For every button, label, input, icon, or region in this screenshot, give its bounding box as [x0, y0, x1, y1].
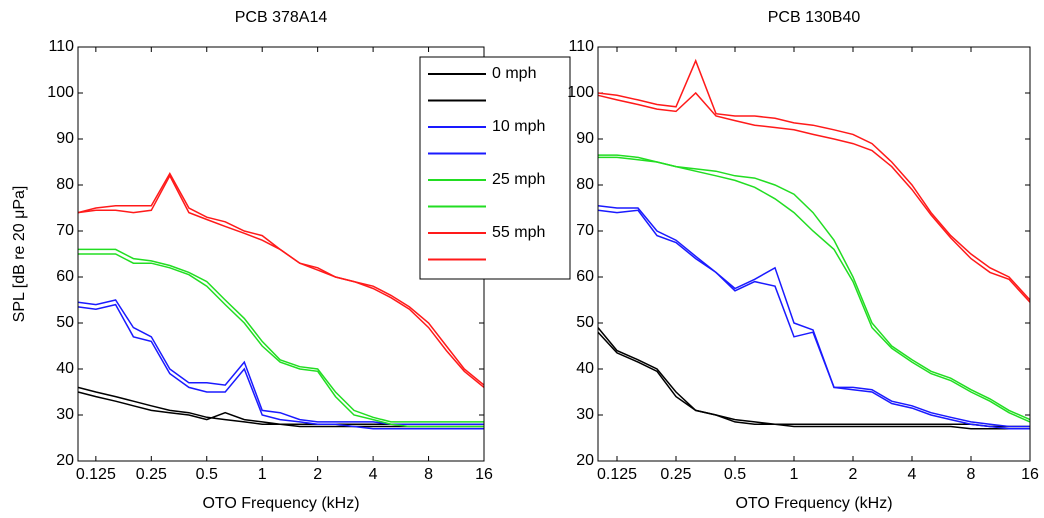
x-tick-label: 1 — [258, 466, 267, 483]
y-tick-label: 20 — [56, 452, 74, 469]
x-tick-label: 0.125 — [76, 466, 116, 483]
y-tick-label: 60 — [576, 268, 594, 285]
legend: 0 mph 10 mph 25 mph 55 mph — [419, 56, 571, 280]
x-tick-label: 0.5 — [196, 466, 218, 483]
x-axis-label: OTO Frequency (kHz) — [202, 495, 359, 512]
data-line — [597, 204, 1030, 428]
data-line — [597, 327, 1030, 428]
y-tick-label: 90 — [576, 130, 594, 147]
legend-label: 25 mph — [492, 171, 545, 188]
data-line — [77, 174, 485, 388]
x-tick-label: 4 — [908, 466, 917, 483]
x-tick-label: 0.25 — [660, 466, 691, 483]
y-tick-label: 70 — [576, 222, 594, 239]
data-line — [597, 58, 1031, 301]
y-axis-label: SPL [dB re 20 μPa] — [11, 186, 28, 323]
y-tick-label: 100 — [567, 84, 594, 101]
x-tick-label: 4 — [369, 466, 378, 483]
legend-label: 0 mph — [492, 65, 536, 82]
y-tick-label: 110 — [568, 38, 594, 55]
legend-label: 55 mph — [492, 224, 545, 241]
data-line — [77, 299, 484, 425]
x-tick-label: 16 — [1021, 466, 1039, 483]
legend-box — [419, 56, 571, 280]
legend-label: 10 mph — [492, 118, 545, 135]
x-tick-label: 16 — [475, 466, 493, 483]
x-tick-label: 0.25 — [136, 466, 167, 483]
chart-title: PCB 378A14 — [235, 9, 328, 26]
plot-frame — [597, 46, 1031, 462]
data-line — [597, 209, 1030, 430]
y-tick-label: 70 — [56, 222, 74, 239]
y-tick-label: 100 — [47, 84, 74, 101]
chart-title: PCB 130B40 — [768, 9, 861, 26]
y-tick-label: 50 — [56, 314, 74, 331]
y-tick-label: 40 — [56, 360, 74, 377]
data-line — [597, 331, 1030, 430]
y-tick-label: 40 — [576, 360, 594, 377]
y-tick-label: 80 — [576, 176, 594, 193]
y-tick-label: 60 — [56, 268, 74, 285]
plot-area — [78, 47, 484, 461]
data-line — [77, 303, 484, 430]
x-tick-label: 1 — [790, 466, 799, 483]
data-line — [598, 156, 1031, 423]
y-tick-label: 50 — [576, 314, 594, 331]
y-tick-label: 80 — [56, 176, 74, 193]
y-tick-label: 110 — [48, 38, 74, 55]
data-line — [597, 91, 1031, 303]
x-tick-label: 0.125 — [597, 466, 637, 483]
plot-area — [598, 47, 1030, 461]
x-tick-label: 0.5 — [724, 466, 746, 483]
data-line — [78, 248, 484, 423]
data-line — [78, 253, 484, 428]
y-tick-label: 30 — [576, 406, 594, 423]
y-tick-label: 90 — [56, 130, 74, 147]
x-tick-label: 2 — [849, 466, 858, 483]
x-tick-label: 2 — [313, 466, 322, 483]
x-tick-label: 8 — [424, 466, 433, 483]
y-tick-label: 20 — [576, 452, 594, 469]
x-tick-label: 8 — [967, 466, 976, 483]
y-tick-label: 30 — [56, 406, 74, 423]
x-axis-label: OTO Frequency (kHz) — [735, 495, 892, 512]
